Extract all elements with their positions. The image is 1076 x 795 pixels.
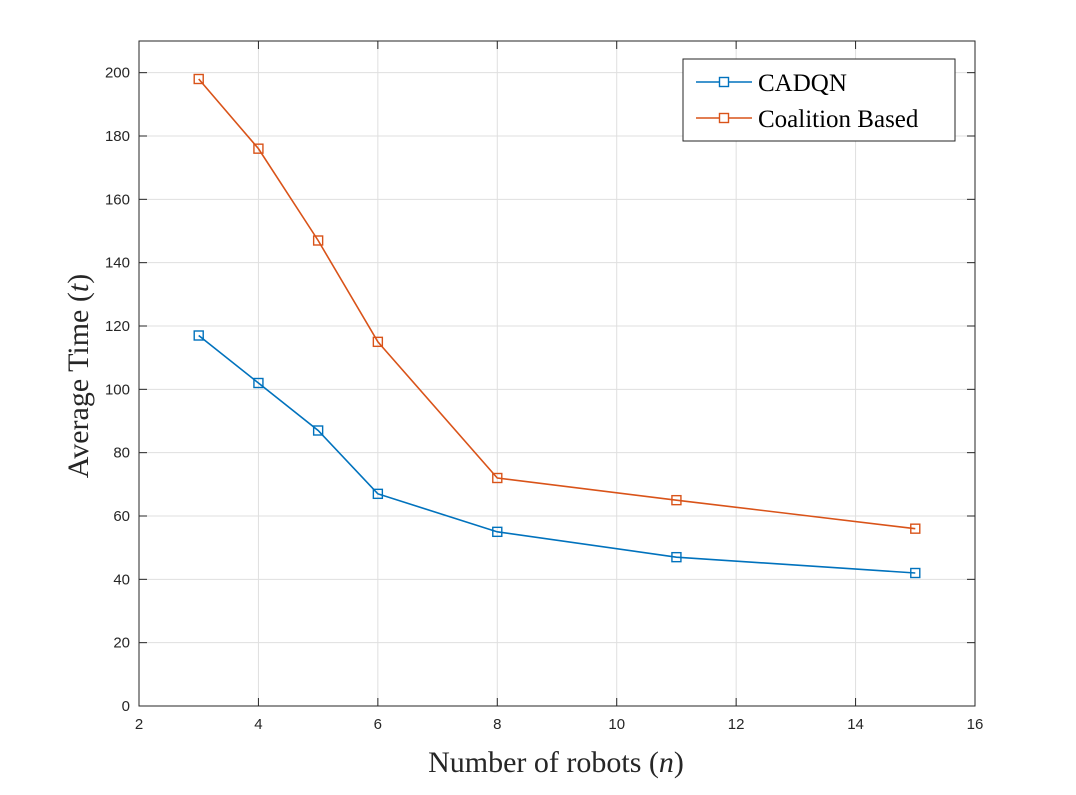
ticks xyxy=(138,41,976,707)
legend-marker xyxy=(718,112,730,124)
data-point xyxy=(492,472,503,484)
data-point xyxy=(253,143,264,154)
series-line xyxy=(198,78,916,530)
x-tick-label: 2 xyxy=(135,716,143,733)
legend-marker xyxy=(718,76,730,88)
plot-frame xyxy=(138,40,976,707)
legend-entry: Coalition Based xyxy=(696,106,919,133)
data-point xyxy=(372,336,384,348)
series-coalition-based xyxy=(193,73,921,534)
data-point xyxy=(671,551,682,563)
y-tick-label: 40 xyxy=(113,571,130,588)
y-tick-label: 20 xyxy=(113,635,130,652)
y-tick-label: 180 xyxy=(105,128,130,145)
data-point xyxy=(492,526,503,538)
data-point xyxy=(910,567,921,579)
y-tick-label: 200 xyxy=(105,65,130,82)
data-point xyxy=(253,377,264,389)
y-tick-label: 120 xyxy=(105,318,130,335)
data-point xyxy=(312,425,324,436)
legend: CADQN Coalition Based xyxy=(682,58,956,142)
x-axis-title-close: ) xyxy=(674,746,684,779)
y-tick-label: 140 xyxy=(105,255,130,272)
data-point xyxy=(312,235,324,246)
data-point xyxy=(193,73,204,85)
data-point xyxy=(193,330,204,341)
y-axis-title-variable: t xyxy=(62,283,95,292)
grid xyxy=(138,41,976,707)
x-axis-title-text: Number of robots ( xyxy=(428,746,659,779)
series-line xyxy=(198,334,916,574)
x-tick-label: 6 xyxy=(374,716,382,733)
x-tick-label: 4 xyxy=(254,716,262,733)
data-point xyxy=(910,523,921,534)
y-tick-label: 100 xyxy=(105,381,130,398)
x-tick-label: 12 xyxy=(728,716,745,733)
x-tick-label: 10 xyxy=(608,716,625,733)
legend-label: Coalition Based xyxy=(758,106,919,133)
y-axis-title-text: Average Time ( xyxy=(62,292,95,478)
y-tick-label: 0 xyxy=(122,698,130,715)
x-tick-label: 8 xyxy=(493,716,501,733)
y-tick-label: 60 xyxy=(113,508,130,525)
data-point xyxy=(671,494,682,506)
x-axis-title: Number of robots (n) xyxy=(428,746,684,779)
x-axis-title-variable: n xyxy=(659,746,674,779)
series-layer xyxy=(193,73,921,579)
y-tick-label: 160 xyxy=(105,191,130,208)
x-tick-label: 16 xyxy=(967,716,984,733)
series-cadqn xyxy=(193,330,921,579)
data-point xyxy=(372,488,384,500)
legend-label: CADQN xyxy=(758,70,847,97)
y-axis-title: Average Time (t) xyxy=(62,274,95,478)
y-axis-title-close: ) xyxy=(62,274,95,284)
x-tick-label: 14 xyxy=(847,716,864,733)
legend-entry: CADQN xyxy=(696,70,847,97)
legend-entries: CADQN Coalition Based xyxy=(696,70,919,133)
y-tick-label: 80 xyxy=(113,445,130,462)
legend-box xyxy=(682,58,956,142)
